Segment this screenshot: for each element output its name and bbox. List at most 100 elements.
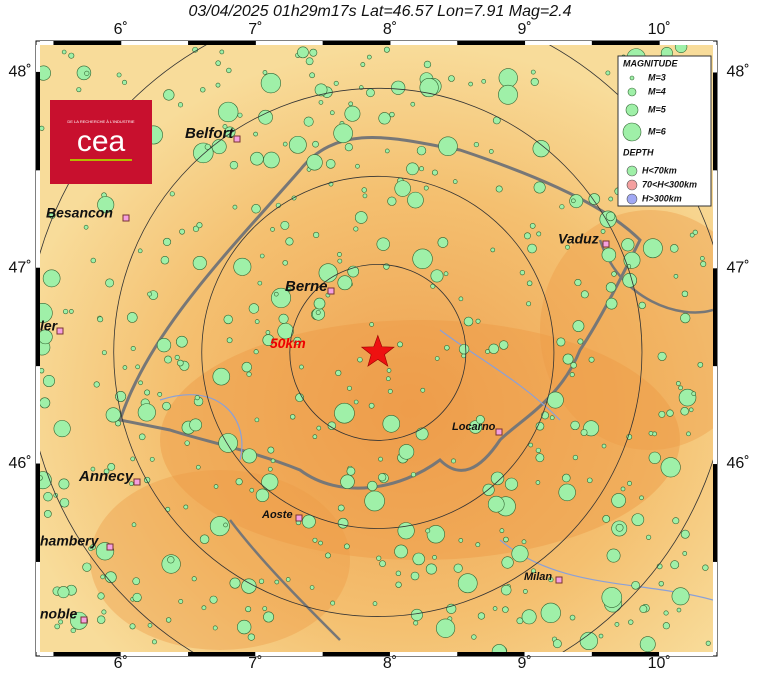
event-dot [241, 361, 252, 373]
event-dot [357, 357, 363, 363]
frame-segment [36, 464, 40, 562]
event-dot [318, 263, 338, 283]
event-dot [54, 623, 60, 630]
event-dot [423, 60, 432, 69]
event-dot [605, 282, 617, 293]
event-dot [101, 350, 107, 356]
event-dot [337, 258, 343, 264]
event-dot [302, 514, 316, 529]
frame-segment [120, 41, 189, 45]
event-dot [527, 243, 537, 254]
event-dot [623, 251, 641, 269]
event-dot [522, 589, 528, 594]
frame-segment [713, 366, 717, 465]
event-dot [196, 222, 203, 229]
event-dot [237, 112, 243, 118]
event-dot [82, 562, 92, 572]
event-dot [223, 314, 233, 325]
event-dot [475, 415, 485, 424]
event-dot [196, 464, 201, 470]
event-dot [53, 420, 71, 438]
event-dot [209, 595, 218, 604]
event-dot [299, 364, 304, 370]
event-dot [233, 257, 252, 276]
event-dot [627, 480, 632, 486]
event-dot [504, 477, 518, 491]
event-dot [213, 484, 219, 489]
event-dot [457, 573, 478, 594]
event-dot [337, 504, 345, 512]
city-label: Vaduz [558, 231, 599, 247]
frame-segment [36, 366, 40, 465]
frame-segment [36, 72, 40, 171]
event-dot [536, 231, 542, 237]
event-dot [501, 556, 514, 569]
event-dot [540, 602, 561, 623]
event-dot [443, 271, 449, 277]
event-dot [215, 60, 221, 66]
city-marker [233, 135, 241, 143]
event-dot [420, 387, 426, 393]
event-dot [529, 223, 536, 229]
event-dot [178, 599, 184, 604]
event-dot [700, 256, 705, 261]
event-dot [312, 537, 318, 543]
city-marker [133, 478, 141, 486]
event-dot [122, 79, 128, 85]
event-dot [62, 308, 69, 315]
event-dot [280, 220, 290, 230]
event-dot [147, 623, 153, 628]
event-dot [40, 397, 51, 409]
logo-tagline: DE LA RECHERCHE À L'INDUSTRIE [67, 119, 135, 124]
event-dot [215, 82, 221, 88]
event-dot [116, 72, 122, 78]
event-dot [131, 522, 137, 527]
legend-symbol [627, 87, 637, 97]
event-dot [135, 364, 140, 370]
event-dot [90, 466, 96, 472]
event-dot [697, 361, 704, 368]
event-dot [535, 447, 541, 454]
event-dot [492, 606, 498, 611]
event-dot [262, 70, 268, 75]
event-dot [448, 75, 455, 82]
event-dot [222, 124, 228, 130]
event-dot [419, 166, 425, 172]
event-dot [212, 367, 231, 386]
event-dot [340, 474, 355, 489]
event-dot [397, 341, 403, 348]
event-dot [423, 185, 429, 191]
frame-segment [457, 41, 525, 45]
event-dot [680, 407, 689, 416]
event-dot [235, 478, 243, 486]
x-tick-label: 10˚ [648, 21, 671, 38]
event-dot [177, 359, 184, 367]
event-dot [535, 453, 545, 463]
event-dot [366, 54, 372, 60]
event-dot [499, 340, 509, 350]
city-marker [106, 543, 114, 551]
event-dot [318, 540, 323, 546]
legend-title: DEPTH [623, 147, 654, 157]
event-dot [265, 330, 271, 335]
event-dot [601, 587, 623, 608]
frame-segment [591, 41, 660, 45]
event-dot [43, 510, 52, 518]
event-dot [674, 45, 688, 53]
event-dot [257, 280, 263, 286]
event-dot [580, 290, 589, 299]
event-dot [615, 523, 624, 532]
event-dot [226, 337, 233, 344]
city-label: Besancon [46, 205, 113, 221]
event-dot [353, 226, 359, 232]
event-dot [628, 619, 634, 625]
event-dot [611, 271, 617, 277]
event-dot [97, 196, 115, 214]
event-dot [42, 269, 61, 288]
event-dot [59, 497, 70, 508]
event-dot [614, 622, 620, 627]
frame-segment [36, 170, 40, 269]
frame-segment [36, 268, 40, 367]
x-tick-label: 7˚ [248, 21, 262, 38]
event-dot [361, 187, 367, 193]
